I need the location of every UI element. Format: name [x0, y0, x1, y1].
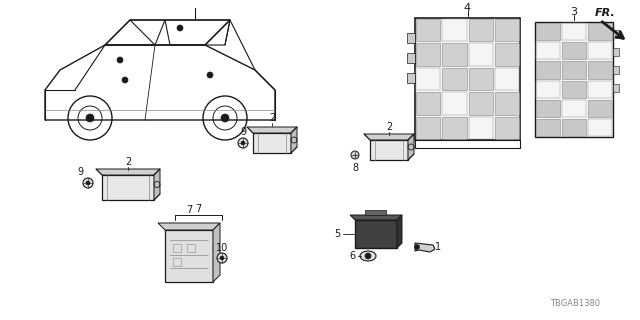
Bar	[442, 44, 467, 66]
Bar	[253, 133, 291, 153]
Text: 2: 2	[269, 113, 275, 123]
Polygon shape	[291, 127, 297, 153]
Polygon shape	[154, 169, 160, 200]
Bar	[588, 61, 612, 78]
Bar	[416, 44, 440, 66]
Circle shape	[122, 77, 128, 83]
Polygon shape	[408, 134, 414, 160]
Text: 3: 3	[570, 7, 577, 17]
Bar	[562, 100, 586, 117]
Circle shape	[221, 114, 229, 122]
Bar	[535, 22, 613, 137]
Text: 4: 4	[464, 3, 471, 13]
Polygon shape	[415, 243, 435, 252]
Bar	[536, 61, 560, 78]
Polygon shape	[247, 127, 297, 133]
Text: 1: 1	[435, 242, 441, 252]
Bar	[173, 258, 181, 266]
Bar	[173, 244, 181, 252]
Text: TBGAB1380: TBGAB1380	[550, 299, 600, 308]
Bar	[416, 19, 440, 41]
Bar	[370, 140, 408, 160]
Bar	[442, 68, 467, 90]
Bar	[416, 68, 440, 90]
Bar	[536, 23, 560, 40]
Polygon shape	[96, 169, 160, 175]
Bar	[495, 92, 519, 115]
Bar	[415, 18, 520, 140]
Polygon shape	[213, 223, 220, 282]
Bar	[468, 116, 493, 139]
Bar	[562, 61, 586, 78]
Bar	[613, 30, 619, 38]
Bar	[407, 33, 415, 43]
Bar	[187, 244, 195, 252]
Text: 2: 2	[125, 157, 131, 167]
Circle shape	[83, 178, 93, 188]
Bar	[588, 23, 612, 40]
Bar	[468, 44, 493, 66]
Bar	[562, 119, 586, 136]
Text: 8: 8	[352, 163, 358, 173]
Bar	[536, 100, 560, 117]
Bar	[613, 48, 619, 56]
Circle shape	[177, 25, 183, 31]
Bar	[495, 19, 519, 41]
Circle shape	[241, 141, 245, 145]
Bar	[588, 42, 612, 59]
Bar	[613, 84, 619, 92]
Circle shape	[207, 72, 213, 78]
Circle shape	[220, 256, 224, 260]
Bar	[102, 175, 154, 200]
Polygon shape	[364, 134, 414, 140]
Text: 10: 10	[216, 243, 228, 253]
Bar	[536, 119, 560, 136]
Bar	[355, 220, 397, 248]
Bar	[588, 119, 612, 136]
Bar	[416, 92, 440, 115]
Bar	[562, 42, 586, 59]
Ellipse shape	[360, 251, 376, 261]
Bar	[407, 73, 415, 83]
Bar	[495, 68, 519, 90]
Bar	[442, 19, 467, 41]
Text: FR.: FR.	[595, 8, 616, 18]
Text: 6: 6	[349, 251, 355, 261]
Polygon shape	[350, 215, 402, 220]
Bar	[536, 81, 560, 98]
Bar	[468, 68, 493, 90]
Circle shape	[86, 114, 94, 122]
Circle shape	[217, 253, 227, 263]
Text: 2: 2	[386, 122, 392, 132]
Bar	[442, 116, 467, 139]
Circle shape	[351, 151, 359, 159]
Text: 5: 5	[333, 229, 340, 239]
Bar	[495, 116, 519, 139]
Bar	[495, 44, 519, 66]
Bar	[165, 230, 213, 282]
Bar	[468, 92, 493, 115]
Circle shape	[86, 181, 90, 185]
Text: 9: 9	[240, 127, 246, 137]
Bar	[416, 116, 440, 139]
Bar	[468, 19, 493, 41]
Bar	[562, 23, 586, 40]
Bar	[536, 42, 560, 59]
Bar	[365, 210, 386, 215]
Circle shape	[365, 253, 371, 259]
Text: 7: 7	[195, 204, 201, 214]
Bar	[407, 53, 415, 63]
Circle shape	[415, 244, 419, 250]
Text: 9: 9	[77, 167, 83, 177]
Bar	[588, 81, 612, 98]
Bar	[562, 81, 586, 98]
Bar	[442, 92, 467, 115]
Polygon shape	[158, 223, 220, 230]
Circle shape	[238, 138, 248, 148]
Bar	[588, 100, 612, 117]
Text: 7: 7	[186, 205, 192, 215]
Polygon shape	[397, 215, 402, 248]
Circle shape	[117, 57, 123, 63]
Bar	[613, 66, 619, 74]
